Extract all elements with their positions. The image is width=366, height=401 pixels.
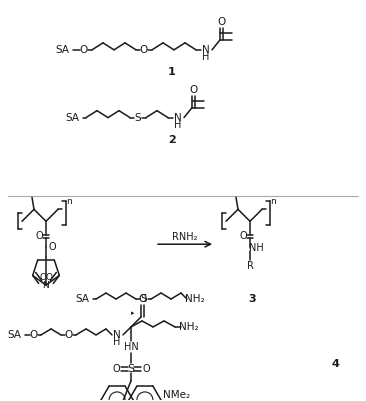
Text: O: O [30,330,38,340]
Text: N: N [174,113,182,123]
Text: S: S [135,113,141,123]
Text: N: N [202,45,210,55]
Text: R: R [247,261,253,271]
Text: N: N [113,330,121,340]
Text: SA: SA [75,294,89,304]
Text: H: H [113,337,121,347]
Text: SA: SA [65,113,79,123]
Text: O: O [140,45,148,55]
Text: O: O [46,273,53,282]
Text: 3: 3 [248,294,256,304]
Text: 4: 4 [331,359,339,369]
Text: O: O [112,364,120,374]
Text: n: n [66,197,72,206]
Text: H: H [202,52,210,62]
Text: HN: HN [124,342,138,352]
Text: NH₂: NH₂ [179,322,199,332]
Text: O: O [35,231,43,241]
Text: N: N [42,281,49,290]
Text: O: O [189,85,198,95]
Text: S: S [141,294,147,304]
Text: NH₂: NH₂ [185,294,205,304]
Text: RNH₂: RNH₂ [172,232,198,242]
Text: O: O [80,45,88,55]
Text: SA: SA [7,330,21,340]
Text: O: O [217,17,225,27]
Text: n: n [270,197,276,206]
Text: O: O [65,330,73,340]
Text: 1: 1 [168,67,176,77]
Text: O: O [142,364,150,374]
Text: O: O [48,242,56,252]
Text: H: H [174,119,182,130]
Text: NMe₂: NMe₂ [163,390,190,400]
Text: O: O [39,273,46,282]
Text: O: O [239,231,247,241]
Text: 2: 2 [168,135,176,144]
Text: ▸: ▸ [131,310,135,316]
Text: O: O [138,294,147,304]
Text: NH: NH [249,243,264,253]
Text: SA: SA [55,45,69,55]
Text: S: S [127,364,135,374]
